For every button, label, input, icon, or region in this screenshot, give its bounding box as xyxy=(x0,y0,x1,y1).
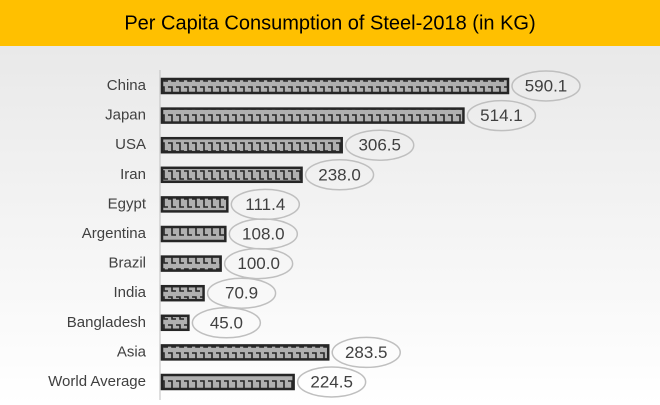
data-label: 45.0 xyxy=(210,313,243,332)
y-tick-label: Iran xyxy=(120,166,146,183)
label-bubble xyxy=(223,247,294,280)
y-tick-label: USA xyxy=(115,136,146,153)
data-label: 283.5 xyxy=(345,343,388,362)
bar xyxy=(160,373,295,391)
y-tick-label: World Average xyxy=(48,373,146,390)
bar xyxy=(160,344,330,361)
bar xyxy=(160,77,510,95)
y-tick-label: Japan xyxy=(105,107,146,124)
title-bar xyxy=(0,0,660,46)
bar xyxy=(160,255,222,272)
label-bubble xyxy=(344,129,415,161)
label-bubble xyxy=(206,277,277,309)
y-tick-label: Egypt xyxy=(108,195,147,212)
data-label: 590.1 xyxy=(525,76,568,95)
data-label: 70.9 xyxy=(225,284,258,303)
bar xyxy=(160,314,190,332)
bar xyxy=(160,136,343,154)
label-bubble xyxy=(466,99,537,132)
label-bubble xyxy=(191,307,262,339)
data-label: 514.1 xyxy=(480,106,523,125)
data-label: 100.0 xyxy=(237,254,280,273)
data-label: 108.0 xyxy=(242,224,285,243)
data-label: 111.4 xyxy=(245,195,285,214)
bar xyxy=(160,196,229,213)
y-tick-label: Brazil xyxy=(108,255,146,272)
label-bubble xyxy=(296,366,367,398)
label-bubble xyxy=(511,70,581,102)
label-bubble xyxy=(331,336,401,369)
y-tick-label: Asia xyxy=(117,343,147,360)
bar xyxy=(160,166,303,184)
bar xyxy=(160,225,227,243)
label-bubble xyxy=(304,159,375,191)
y-tick-label: Argentina xyxy=(82,225,147,242)
data-label: 238.0 xyxy=(318,165,361,184)
y-tick-label: China xyxy=(107,77,147,94)
data-label: 224.5 xyxy=(310,372,353,391)
y-tick-label: Bangladesh xyxy=(67,314,146,331)
data-label: 306.5 xyxy=(358,136,401,155)
chart-title: Per Capita Consumption of Steel-2018 (in… xyxy=(124,12,535,34)
bar xyxy=(160,284,205,302)
bar xyxy=(160,107,465,124)
y-tick-label: India xyxy=(113,284,146,301)
